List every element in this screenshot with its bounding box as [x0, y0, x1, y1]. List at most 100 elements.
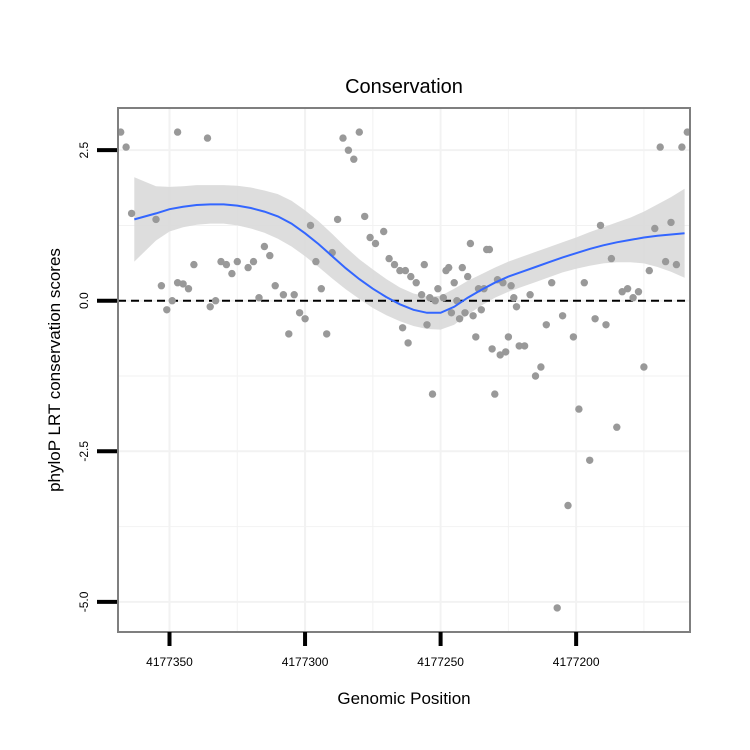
- data-point: [640, 363, 648, 371]
- data-point: [417, 291, 426, 299]
- data-point: [607, 254, 616, 263]
- data-point: [461, 309, 469, 317]
- y-tick-label: -5.0: [77, 591, 91, 612]
- data-point: [217, 257, 225, 266]
- data-point: [157, 282, 166, 290]
- data-point: [244, 263, 252, 272]
- data-point: [548, 279, 556, 287]
- data-point: [469, 312, 477, 320]
- x-tick-label: 4177300: [282, 655, 329, 669]
- data-point: [634, 288, 643, 296]
- data-point: [512, 303, 521, 311]
- data-point: [586, 456, 594, 464]
- data-point: [537, 363, 545, 371]
- data-point: [477, 306, 485, 314]
- data-point: [678, 143, 686, 151]
- data-point: [228, 269, 236, 278]
- data-point: [455, 315, 464, 323]
- data-point: [466, 239, 475, 248]
- data-point: [423, 321, 431, 329]
- grid-lines: [118, 108, 690, 632]
- data-point: [412, 279, 420, 287]
- chart-title: Conservation: [345, 76, 463, 98]
- data-point: [203, 134, 212, 142]
- data-point: [575, 405, 583, 413]
- data-point: [426, 294, 434, 302]
- data-point: [285, 330, 293, 338]
- data-point: [279, 291, 288, 299]
- data-point: [127, 209, 136, 218]
- data-point: [623, 285, 632, 293]
- x-axis-title: Genomic Position: [337, 689, 470, 708]
- x-tick-label: 4177250: [417, 655, 464, 669]
- data-point: [580, 279, 588, 287]
- data-point: [371, 239, 380, 248]
- data-point: [323, 330, 331, 338]
- data-point: [553, 604, 561, 612]
- data-point: [510, 294, 518, 302]
- data-point: [667, 218, 675, 227]
- data-point: [260, 242, 269, 251]
- data-point: [211, 297, 220, 305]
- data-point: [596, 221, 605, 230]
- data-point: [434, 285, 442, 293]
- data-point: [184, 285, 193, 293]
- data-point: [122, 143, 130, 151]
- data-point: [301, 315, 309, 323]
- data-point: [350, 155, 358, 163]
- data-point: [431, 297, 439, 305]
- data-point: [312, 257, 320, 266]
- data-point: [458, 263, 466, 272]
- data-point: [404, 339, 412, 347]
- data-point: [255, 294, 263, 302]
- y-tick-label: -2.5: [77, 441, 91, 462]
- x-tick-label: 4177200: [553, 655, 600, 669]
- data-point: [613, 423, 621, 431]
- y-axis-title: phyloP LRT conservation scores: [45, 248, 64, 492]
- data-point: [520, 342, 529, 350]
- data-point: [190, 260, 198, 269]
- data-point: [290, 291, 298, 299]
- data-point: [428, 390, 437, 398]
- data-point: [385, 254, 393, 263]
- data-point: [651, 224, 659, 233]
- data-point: [542, 321, 550, 329]
- data-point: [420, 260, 428, 269]
- data-point: [645, 266, 653, 275]
- data-point: [179, 280, 187, 288]
- data-point: [564, 501, 572, 510]
- data-point: [531, 372, 540, 380]
- data-point: [442, 266, 450, 275]
- data-point: [295, 309, 304, 317]
- data-point: [661, 257, 670, 266]
- data-point: [602, 321, 610, 329]
- data-point: [526, 291, 534, 299]
- data-point: [266, 251, 274, 260]
- data-point: [558, 312, 567, 320]
- data-point: [515, 342, 523, 350]
- data-point: [317, 285, 325, 293]
- data-point: [271, 282, 279, 290]
- data-point: [222, 260, 231, 269]
- data-point: [569, 333, 578, 341]
- data-point: [464, 272, 472, 281]
- data-point: [496, 351, 504, 359]
- data-point: [361, 212, 369, 221]
- y-tick-label: 2.5: [77, 142, 91, 159]
- x-axis: 4177350 4177300 4177250 4177200: [146, 632, 600, 669]
- x-tick-label: 4177350: [146, 655, 193, 669]
- data-point: [485, 245, 494, 254]
- data-point: [591, 315, 599, 323]
- data-point: [306, 221, 315, 230]
- panel-border: [117, 107, 691, 633]
- y-tick-label: 0.0: [77, 292, 91, 309]
- data-point: [390, 260, 399, 269]
- data-point: [507, 282, 515, 290]
- data-point: [672, 260, 681, 269]
- data-point: [355, 128, 363, 136]
- y-axis: 2.5 0.0 -2.5 -5.0: [77, 142, 117, 612]
- data-point: [504, 333, 513, 341]
- data-point: [396, 266, 404, 275]
- data-point: [472, 333, 480, 341]
